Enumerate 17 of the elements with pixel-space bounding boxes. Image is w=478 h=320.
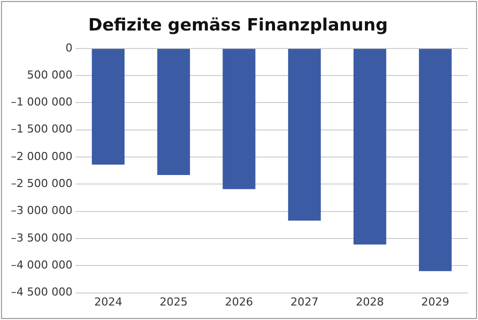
chart-title: Defizite gemäss Finanzplanung (88, 16, 388, 36)
y-tick-label: 500 000 (26, 68, 72, 82)
y-tick-label: 0 (65, 41, 72, 54)
x-tick-label: 2029 (421, 295, 450, 308)
y-tick-label: –4 000 000 (11, 258, 72, 272)
y-tick-label: –1 000 000 (11, 96, 72, 109)
x-tick-label: 2024 (94, 295, 122, 308)
y-tick-label: –4 500 000 (11, 286, 72, 299)
y-tick-label: –3 000 000 (11, 204, 72, 218)
x-tick-label: 2027 (290, 295, 318, 308)
x-tick-label: 2025 (160, 295, 188, 308)
x-tick-label: 2028 (356, 295, 384, 308)
y-tick-label: –1 500 000 (11, 122, 72, 136)
y-tick-label: –2 500 000 (11, 177, 72, 190)
y-tick-label: –2 000 000 (11, 150, 72, 163)
x-tick-label: 2026 (225, 295, 254, 308)
y-tick-label: –3 500 000 (11, 231, 72, 244)
